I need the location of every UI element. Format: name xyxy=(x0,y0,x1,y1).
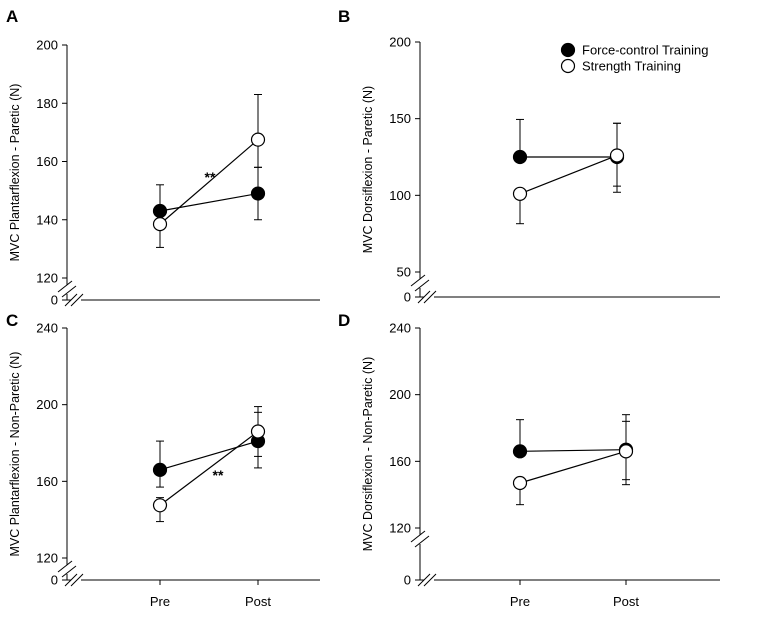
panel-c: C MVC Plantarflexion - Non-Paretic (N) 0 12… xyxy=(6,311,320,609)
y-tick-label: 0 xyxy=(404,573,411,588)
panel-letter: A xyxy=(6,7,18,26)
axis-break-mark xyxy=(414,279,430,292)
panel-b: B MVC Dorsiflexion - Paretic (N) 0 50 100 150… xyxy=(338,7,720,305)
data-point-filled xyxy=(152,462,168,477)
series-strength xyxy=(512,420,634,506)
data-point-open xyxy=(512,475,528,491)
series-strength xyxy=(512,122,625,225)
series-strength xyxy=(152,94,266,248)
series-line xyxy=(519,449,627,452)
y-tick-label: 160 xyxy=(36,474,58,489)
data-point-open xyxy=(618,444,634,459)
series-force-control xyxy=(512,118,625,187)
panel-letter: D xyxy=(338,311,350,330)
y-tick-label: 50 xyxy=(397,265,411,280)
data-point-filled xyxy=(250,186,266,201)
y-tick-label: 240 xyxy=(389,321,411,336)
y-tick-label: 160 xyxy=(389,454,411,469)
y-tick-label: 0 xyxy=(51,573,58,588)
y-tick-label: 0 xyxy=(51,293,58,308)
y-tick-label: 180 xyxy=(36,96,58,111)
significance-marker: ** xyxy=(205,169,216,185)
x-tick-label: Post xyxy=(245,594,271,609)
axis-break-mark xyxy=(423,290,437,304)
axis-break-mark xyxy=(410,274,426,287)
y-axis-label: MVC Plantarflexion - Paretic (N) xyxy=(8,84,22,262)
axis-break-mark xyxy=(70,573,84,587)
significance-marker: ** xyxy=(213,467,224,483)
axis-break-mark xyxy=(417,573,431,587)
series-line xyxy=(519,154,618,195)
series-line xyxy=(159,431,259,506)
y-tick-label: 100 xyxy=(389,188,411,203)
axis-break-mark xyxy=(61,565,77,578)
series-strength xyxy=(152,406,266,523)
y-tick-label: 200 xyxy=(36,38,58,53)
data-point-open xyxy=(152,498,168,513)
x-tick-label: Pre xyxy=(510,594,530,609)
data-point-open xyxy=(250,424,266,439)
panel-letter: C xyxy=(6,311,18,330)
axis-break-mark xyxy=(423,573,437,587)
legend-label: Strength Training xyxy=(582,59,681,74)
y-tick-label: 160 xyxy=(36,154,58,169)
y-tick-label: 200 xyxy=(389,35,411,50)
y-axis-label: MVC Dorsiflexion - Non-Paretic (N) xyxy=(361,357,375,551)
axis-break-mark xyxy=(61,285,77,298)
data-point-open xyxy=(152,217,168,232)
y-tick-label: 200 xyxy=(389,387,411,402)
legend-label: Force-control Training xyxy=(582,43,708,58)
y-tick-label: 0 xyxy=(404,290,411,305)
x-tick-label: Post xyxy=(613,594,639,609)
y-axis-label: MVC Dorsiflexion - Paretic (N) xyxy=(361,86,375,253)
data-point-filled xyxy=(512,149,528,165)
axis-break-mark xyxy=(57,560,73,573)
data-point-open xyxy=(609,148,625,163)
data-point-open xyxy=(512,186,528,201)
y-tick-label: 120 xyxy=(36,271,58,286)
axis-break-mark xyxy=(414,535,430,548)
y-tick-label: 120 xyxy=(36,551,58,566)
data-point-open xyxy=(250,132,266,147)
series-force-control xyxy=(512,414,634,481)
axis-break-mark xyxy=(64,573,78,587)
series-force-control xyxy=(152,166,266,224)
series-line xyxy=(159,192,259,212)
panel-a: A MVC Plantarflexion - Paretic (N) 0 120 140… xyxy=(6,7,320,308)
axis-break-mark xyxy=(70,293,84,307)
panel-letter: B xyxy=(338,7,350,26)
y-tick-label: 150 xyxy=(389,111,411,126)
data-point-filled xyxy=(512,444,528,459)
legend-marker-open xyxy=(560,58,576,74)
series-line xyxy=(519,450,627,484)
panel-d: D MVC Dorsiflexion - Non-Paretic (N) 0 120 1… xyxy=(338,311,720,609)
axis-break-mark xyxy=(64,293,78,307)
axis-break-mark xyxy=(410,530,426,543)
series-line xyxy=(159,440,259,471)
axis-break-mark xyxy=(57,280,73,293)
legend-marker-filled xyxy=(560,42,576,58)
series-force-control xyxy=(152,411,266,488)
axis-break-mark xyxy=(417,290,431,304)
x-tick-label: Pre xyxy=(150,594,170,609)
y-tick-label: 120 xyxy=(389,521,411,536)
y-tick-label: 200 xyxy=(36,397,58,412)
y-tick-label: 140 xyxy=(36,212,58,227)
y-tick-label: 240 xyxy=(36,321,58,336)
y-axis-label: MVC Plantarflexion - Non-Paretic (N) xyxy=(8,352,22,557)
series-line xyxy=(159,139,259,225)
